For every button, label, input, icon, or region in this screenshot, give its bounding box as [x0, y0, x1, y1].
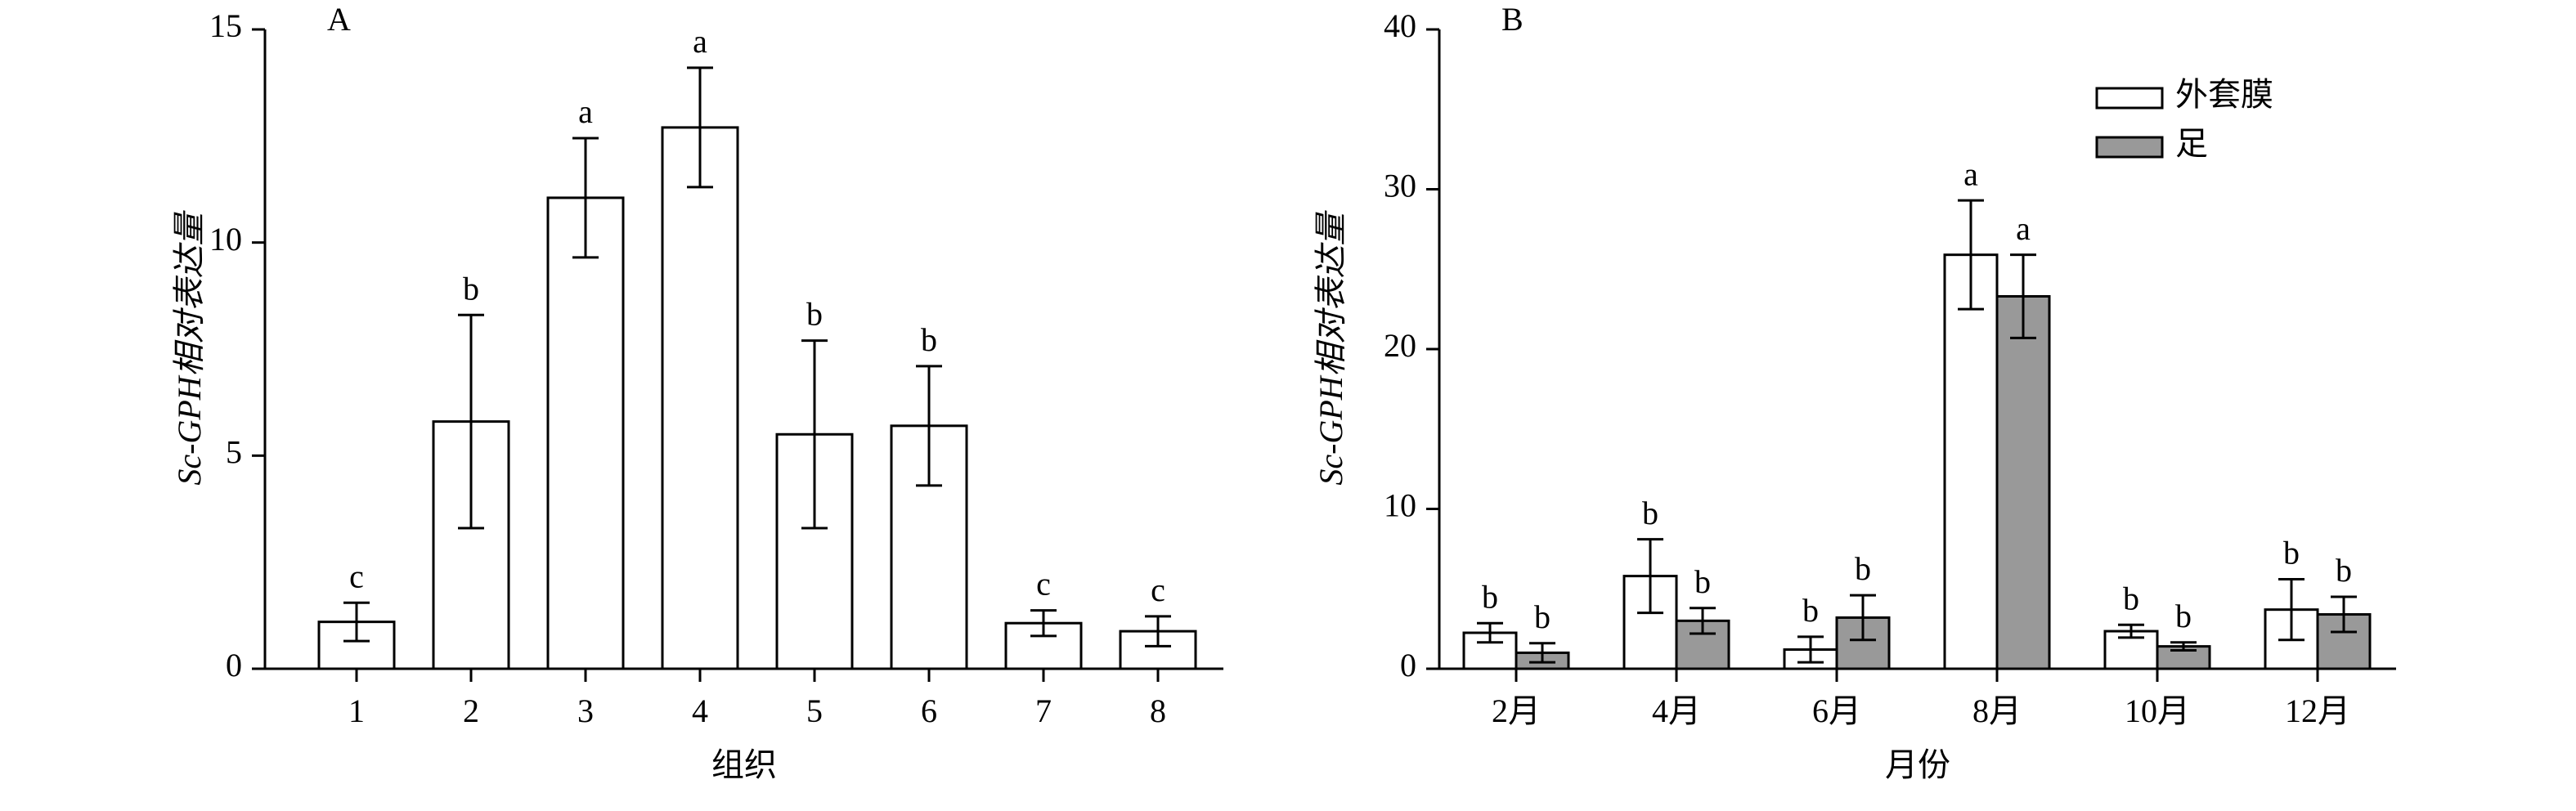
x-tick-label: 4月	[1652, 692, 1701, 729]
significance-letter: b	[2336, 552, 2352, 589]
error-bar	[572, 137, 599, 259]
error-bar	[2331, 595, 2357, 634]
bar	[1943, 253, 1999, 670]
x-tick-label: 8	[1150, 692, 1166, 729]
significance-letter: c	[1151, 571, 1165, 608]
significance-letter: b	[2175, 598, 2192, 634]
x-tick-label: 3	[577, 692, 594, 729]
y-tick-label: 0	[226, 647, 242, 683]
error-bar	[343, 601, 370, 643]
bar	[661, 126, 739, 670]
error-bar	[458, 313, 484, 530]
y-axis-label: Sc-GPH相对表达量	[171, 209, 208, 485]
error-bar	[1477, 621, 1503, 644]
legend-label: 外套膜	[2175, 76, 2273, 113]
y-axis-label: Sc-GPH相对表达量	[1313, 209, 1349, 485]
x-tick-label: 5	[806, 692, 823, 729]
y-tick-label: 0	[1400, 647, 1416, 683]
error-bar	[2278, 578, 2304, 642]
significance-letter: b	[1855, 550, 1871, 587]
significance-letter: b	[463, 270, 479, 307]
x-tick-label: 2月	[1492, 692, 1541, 729]
x-tick-label: 2	[463, 692, 479, 729]
significance-letter: a	[578, 93, 593, 130]
x-tick-label: 1	[348, 692, 365, 729]
x-axis-label: 组织	[711, 746, 777, 783]
x-axis-label: 月份	[1885, 746, 1950, 783]
error-bar	[1690, 607, 1716, 635]
error-bar	[2010, 253, 2036, 339]
significance-letter: b	[921, 321, 937, 358]
x-tick-label: 4	[692, 692, 708, 729]
y-tick-label: 30	[1384, 168, 1416, 204]
bar	[546, 196, 625, 670]
error-bar	[2170, 641, 2197, 652]
legend-label: 足	[2175, 125, 2208, 162]
panel-label: A	[327, 1, 351, 38]
error-bar	[1797, 635, 1824, 664]
bar	[1995, 294, 2051, 670]
x-tick-label: 6	[921, 692, 937, 729]
y-tick-label: 10	[209, 221, 242, 258]
significance-letter: b	[1534, 598, 1551, 635]
error-bar	[687, 66, 713, 189]
significance-letter: b	[1642, 495, 1658, 531]
y-tick-label: 15	[209, 7, 242, 44]
x-tick-label: 10月	[2125, 692, 2190, 729]
error-bar	[1850, 594, 1876, 642]
error-bar	[2118, 623, 2144, 639]
significance-letter: b	[1694, 563, 1711, 600]
error-bar	[1529, 642, 1555, 664]
panel-label: B	[1501, 1, 1524, 38]
significance-letter: c	[349, 558, 364, 594]
significance-letter: a	[1963, 155, 1978, 192]
legend-swatch	[2095, 136, 2164, 159]
y-tick-label: 5	[226, 434, 242, 471]
significance-letter: b	[1802, 592, 1819, 629]
y-tick-label: 10	[1384, 487, 1416, 524]
error-bar	[1958, 199, 1984, 311]
error-bar	[1030, 609, 1057, 638]
x-tick-label: 7	[1035, 692, 1052, 729]
error-bar	[1145, 615, 1171, 647]
bar	[2316, 613, 2372, 670]
significance-letter: b	[1482, 578, 1498, 615]
error-bar	[1637, 538, 1663, 615]
legend-swatch	[2095, 87, 2164, 110]
significance-letter: b	[2123, 580, 2139, 616]
significance-letter: a	[2016, 210, 2031, 247]
significance-letter: c	[1036, 566, 1051, 603]
significance-letter: b	[2283, 535, 2300, 571]
x-tick-label: 6月	[1812, 692, 1861, 729]
error-bar	[916, 365, 942, 487]
y-tick-label: 40	[1384, 7, 1416, 44]
significance-letter: a	[693, 23, 707, 60]
x-tick-label: 8月	[1972, 692, 2022, 729]
significance-letter: b	[806, 296, 823, 333]
error-bar	[801, 339, 828, 530]
y-tick-label: 20	[1384, 327, 1416, 364]
x-tick-label: 12月	[2285, 692, 2350, 729]
